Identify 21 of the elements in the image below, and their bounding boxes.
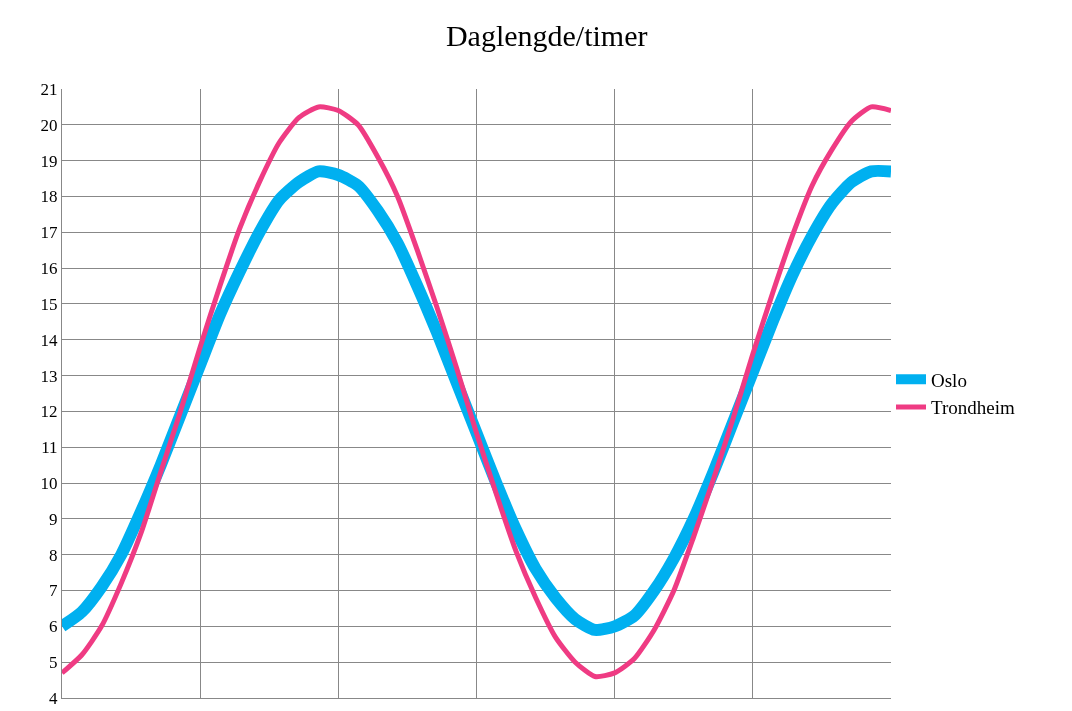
y-tick-label: 18 [40,187,58,207]
y-tick-label: 7 [49,581,59,601]
y-tick-label: 19 [40,151,58,171]
y-tick-label: 10 [40,474,58,494]
y-tick-label: 6 [49,617,58,637]
y-tick-label: 12 [40,402,58,422]
legend-label: Oslo [931,369,967,391]
y-tick-label: 15 [40,294,58,314]
y-tick-label: 4 [49,688,59,708]
y-tick-label: 11 [41,438,58,458]
y-tick-label: 14 [40,330,59,350]
y-tick-label: 21 [40,79,58,99]
y-tick-label: 20 [40,115,58,135]
y-tick-label: 16 [40,259,58,279]
y-tick-label: 5 [49,653,58,673]
chart-title: Daglengde/timer [445,18,648,52]
y-tick-label: 17 [40,223,59,243]
y-tick-label: 9 [49,509,58,529]
y-tick-label: 13 [40,366,58,386]
y-tick-label: 8 [49,545,58,565]
legend-label: Trondheim [931,397,1015,419]
